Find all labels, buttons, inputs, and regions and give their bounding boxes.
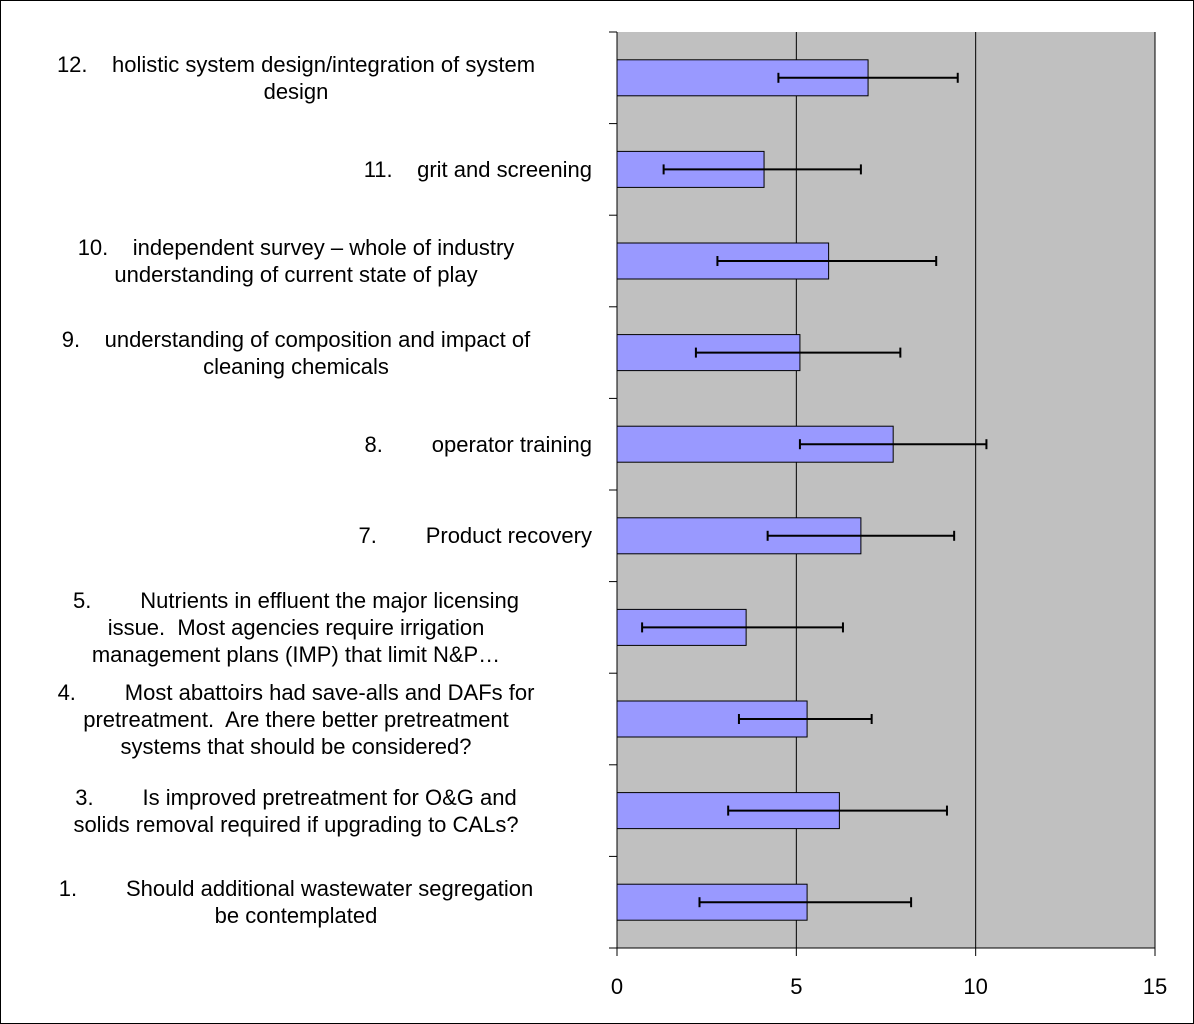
category-label-line: 7. Product recovery (358, 523, 592, 549)
category-label-line: 8. operator training (364, 431, 592, 457)
category-label-line: solids removal required if upgrading to … (73, 811, 519, 837)
category-label-line: systems that should be considered? (120, 733, 472, 759)
category-label-7: 4. Most abattoirs had save-alls and DAFs… (0, 679, 592, 760)
category-label-line: understanding of current state of play (114, 262, 478, 287)
category-label-2: 10. independent survey – whole of indust… (0, 234, 592, 288)
category-label-8: 3. Is improved pretreatment for O&G and s… (0, 784, 592, 838)
category-label-line: 4. Most abattoirs had save-alls and DAFs… (57, 679, 535, 705)
category-label-line: design (263, 78, 329, 104)
category-label-4: 8. operator training (0, 431, 592, 458)
category-label-line: 10. independent survey – whole of indust… (77, 235, 515, 260)
x-tick-label-5: 5 (790, 974, 802, 999)
x-tick-label-15: 15 (1143, 974, 1167, 999)
category-label-line: 12. holistic system design/integration o… (56, 51, 536, 77)
category-label-9: 1. Should additional wastewater segregat… (0, 875, 592, 929)
x-tick-label-0: 0 (611, 974, 623, 999)
category-label-line: 11. grit and screening (363, 156, 592, 182)
category-label-line: 1. Should additional wastewater segregat… (58, 876, 534, 902)
category-label-line: issue. Most agencies require irrigation (107, 614, 485, 640)
category-label-line: 9. understanding of composition and impa… (61, 326, 531, 352)
category-label-line: pretreatment. Are there better pretreatm… (83, 706, 509, 732)
category-label-5: 7. Product recovery (0, 522, 592, 549)
category-label-line: 3. Is improved pretreatment for O&G and (75, 784, 517, 810)
category-label-line: 5. Nutrients in effluent the major licen… (73, 587, 519, 613)
category-label-0: 12. holistic system design/integration o… (0, 51, 592, 105)
category-label-3: 9. understanding of composition and impa… (0, 326, 592, 380)
category-label-line: cleaning chemicals (203, 353, 389, 379)
category-label-1: 11. grit and screening (0, 156, 592, 183)
x-tick-label-10: 10 (963, 974, 987, 999)
category-label-line: management plans (IMP) that limit N&P… (91, 641, 501, 667)
category-label-line: be contemplated (214, 903, 378, 929)
category-label-6: 5. Nutrients in effluent the major licen… (0, 587, 592, 668)
